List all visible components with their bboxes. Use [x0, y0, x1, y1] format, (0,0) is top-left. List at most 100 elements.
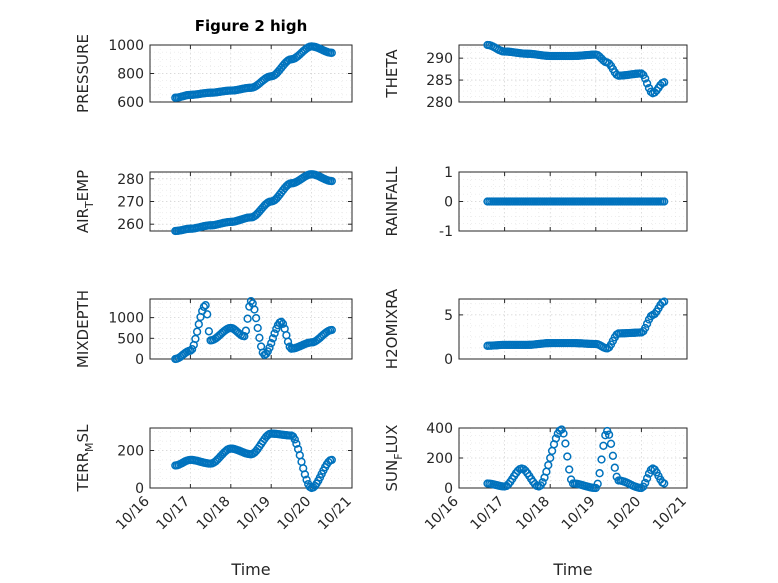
x-axis-label: Time	[552, 560, 592, 579]
data-point	[637, 69, 646, 78]
y-tick-label: 1000	[108, 311, 144, 327]
data-series	[483, 40, 669, 98]
y-tick-label: 500	[117, 331, 144, 347]
data-point	[327, 455, 336, 465]
y-tick-label: 280	[117, 172, 144, 188]
y-tick-label: 200	[117, 444, 144, 460]
subplot-air-temp: 260 270 280 AIRTEMP	[74, 170, 353, 236]
data-point	[302, 475, 311, 484]
data-point	[595, 469, 604, 478]
data-point	[194, 320, 203, 329]
y-axis-label: H2OMIXRA	[383, 288, 401, 369]
data-point	[203, 310, 212, 319]
x-tick-label: 10/17	[468, 494, 508, 534]
data-point	[300, 470, 310, 479]
axes-box	[458, 298, 688, 360]
data-point	[270, 329, 279, 338]
data-point	[241, 326, 251, 335]
data-series	[483, 197, 669, 206]
data-point	[601, 431, 610, 440]
data-point	[292, 439, 301, 448]
y-tick-label: -1	[439, 224, 453, 240]
y-tick-label: 0	[444, 352, 453, 368]
chart-title: Figure 2 high	[195, 17, 308, 35]
y-axis-label: SUNFLUX	[383, 425, 405, 492]
data-point	[608, 451, 618, 460]
axes-box	[149, 427, 353, 489]
data-point	[642, 79, 652, 88]
data-point	[290, 435, 299, 444]
data-point	[327, 176, 336, 186]
data-series	[171, 296, 336, 364]
data-point	[604, 430, 614, 439]
data-point	[660, 78, 669, 87]
y-tick-label: 0	[444, 481, 453, 497]
y-axis-label: THETA	[383, 49, 401, 99]
data-point	[660, 479, 669, 488]
data-point	[641, 478, 650, 488]
data-point	[201, 301, 210, 310]
data-point	[267, 339, 276, 348]
x-tick-label: 10/20	[604, 494, 644, 534]
y-tick-label: 5	[444, 308, 453, 324]
y-tick-label: 285	[426, 73, 453, 89]
data-point	[599, 441, 608, 450]
y-tick-label: 800	[117, 67, 144, 83]
data-point	[597, 455, 606, 464]
data-point	[283, 337, 293, 346]
y-axis-label: PRESSURE	[74, 34, 92, 113]
data-point	[544, 460, 553, 470]
y-tick-label: 280	[426, 95, 453, 111]
x-axis-label: Time	[230, 560, 270, 579]
data-point	[204, 327, 214, 336]
x-tick-label: 10/18	[513, 494, 553, 534]
y-tick-label: 0	[444, 195, 453, 211]
subplot-rainfall: -1 0 1 RAINFALL	[383, 165, 688, 240]
x-tick-label: 10/18	[194, 494, 234, 534]
subplot-h2omixra: 0 5 H2OMIXRA	[383, 288, 688, 369]
subplot-terr-msl: 0 200 10/16 10/17 10/18 10/19 10/20 10/21 Time TE…	[74, 424, 355, 579]
data-point	[559, 429, 568, 438]
y-tick-label: 0	[135, 352, 144, 368]
data-point	[199, 302, 209, 311]
data-point	[192, 327, 202, 336]
y-axis-label: TERRMSL	[74, 424, 96, 493]
data-point	[187, 345, 197, 354]
data-series	[483, 425, 669, 493]
data-point	[265, 343, 274, 352]
data-series	[171, 170, 336, 236]
y-axis-label: AIRTEMP	[74, 170, 96, 233]
data-point	[255, 333, 264, 342]
data-series	[171, 42, 336, 102]
y-tick-label: 0	[135, 481, 144, 497]
axes-box	[458, 44, 688, 103]
data-series	[171, 429, 336, 493]
y-tick-label: 290	[426, 51, 453, 67]
data-point	[327, 48, 336, 57]
subplot-sun-flux: 0 200 400 10/16 10/17 10/18 10/19 10/20 10/21 Tim…	[383, 421, 690, 579]
data-point	[641, 323, 650, 333]
y-tick-label: 200	[426, 451, 453, 467]
data-point	[546, 453, 555, 463]
data-point	[268, 334, 278, 343]
x-tick-label: 10/19	[559, 494, 599, 534]
subplot-pressure: 600 800 1000 PRESSURE Figure 2 high	[74, 17, 353, 113]
data-point	[591, 483, 600, 493]
subplot-mixdepth: 0 500 1000 MIXDEPTH	[74, 290, 353, 368]
data-point	[278, 319, 288, 328]
axes-box	[149, 298, 353, 360]
x-tick-label: 10/16	[113, 493, 153, 533]
y-tick-label: 600	[117, 95, 144, 111]
data-point	[250, 305, 259, 314]
data-point	[660, 197, 669, 206]
data-point	[641, 74, 650, 83]
y-tick-label: 260	[117, 217, 144, 233]
data-point	[551, 434, 561, 443]
data-point	[593, 479, 602, 488]
data-point	[646, 87, 656, 96]
data-point	[277, 317, 286, 326]
data-point	[538, 478, 547, 487]
data-series	[483, 297, 669, 353]
data-point	[191, 334, 200, 344]
x-tick-label: 10/17	[153, 494, 193, 534]
